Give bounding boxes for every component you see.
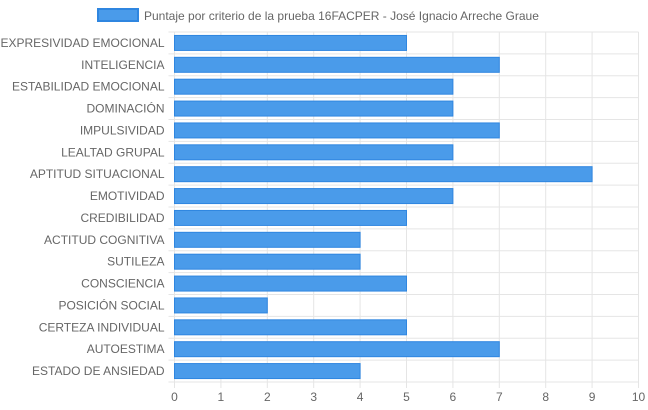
- bar: [174, 78, 454, 95]
- x-tick-label: 3: [310, 390, 317, 404]
- y-tick-label: DOMINACIÓN: [87, 101, 165, 116]
- bar: [174, 166, 593, 183]
- x-tick-label: 5: [403, 390, 410, 404]
- bar: [174, 100, 454, 117]
- bar: [174, 253, 361, 270]
- y-tick-label: POSICIÓN SOCIAL: [58, 297, 164, 312]
- bar: [174, 341, 500, 358]
- y-tick-label: EMOTIVIDAD: [90, 189, 165, 203]
- x-tick-label: 10: [632, 390, 646, 404]
- legend-swatch: [97, 8, 139, 22]
- y-tick-label: AUTOESTIMA: [87, 342, 165, 356]
- y-tick-label: ESTADO DE ANSIEDAD: [32, 364, 165, 378]
- y-tick-label: CONSCIENCIA: [81, 277, 164, 291]
- x-tick-label: 2: [264, 390, 271, 404]
- bar: [174, 188, 454, 205]
- x-tick-label: 1: [218, 390, 225, 404]
- y-tick-label: LEALTAD GRUPAL: [61, 145, 165, 159]
- y-tick-label: CREDIBILIDAD: [80, 211, 164, 225]
- legend[interactable]: Puntaje por criterio de la prueba 16FACP…: [97, 8, 539, 23]
- x-tick-label: 9: [589, 390, 596, 404]
- bar: [174, 275, 407, 292]
- bar: [174, 34, 407, 51]
- x-axis-labels: 0 1 2 3 4 5 6 7 8 9 10: [171, 390, 645, 404]
- x-tick-label: 4: [357, 390, 364, 404]
- y-tick-label: EXPRESIVIDAD EMOCIONAL: [0, 36, 164, 50]
- y-tick-label: APTITUD SITUACIONAL: [30, 167, 165, 181]
- x-tick-label: 6: [450, 390, 457, 404]
- bar: [174, 144, 454, 161]
- bar: [174, 363, 361, 380]
- bars: [174, 34, 593, 380]
- y-tick-label: INTELIGENCIA: [81, 58, 164, 72]
- bar: [174, 319, 407, 336]
- x-tick-label: 7: [496, 390, 503, 404]
- y-tick-label: ACTITUD COGNITIVA: [44, 233, 164, 247]
- bar: [174, 231, 361, 248]
- bar: [174, 209, 407, 226]
- y-tick-label: CERTEZA INDIVIDUAL: [39, 320, 165, 334]
- y-tick-label: ESTABILIDAD EMOCIONAL: [12, 80, 165, 94]
- legend-label: Puntaje por criterio de la prueba 16FACP…: [144, 9, 539, 23]
- x-tick-label: 0: [171, 390, 178, 404]
- bar: [174, 56, 500, 73]
- bar: [174, 297, 268, 314]
- y-tick-label: IMPULSIVIDAD: [80, 123, 165, 137]
- y-axis-labels: EXPRESIVIDAD EMOCIONAL INTELIGENCIA ESTABI…: [0, 36, 164, 378]
- bar: [174, 122, 500, 139]
- y-tick-label: SUTILEZA: [107, 255, 164, 269]
- x-tick-label: 8: [542, 390, 549, 404]
